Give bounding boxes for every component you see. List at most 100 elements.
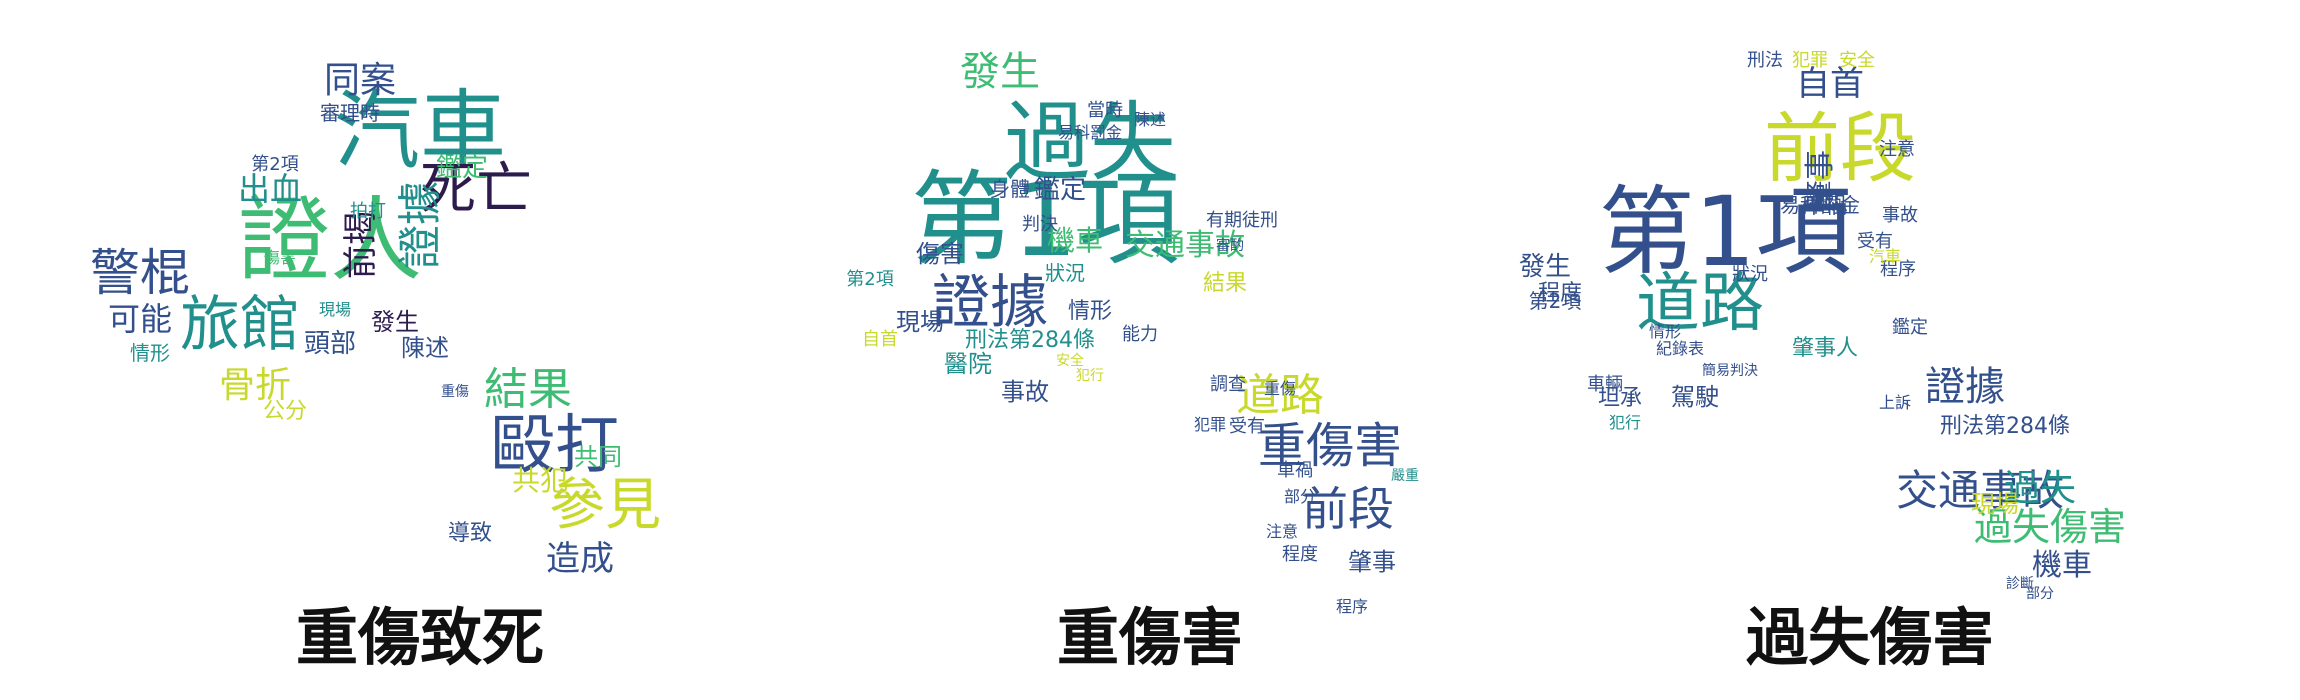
cloud-word: 審理時 <box>320 101 380 125</box>
cloud-word: 現場 <box>896 308 944 336</box>
cloud-word: 結果 <box>484 364 572 415</box>
cloud-word: 醫院 <box>944 350 992 378</box>
caption-severe-injury: 重傷害 <box>1056 601 1243 674</box>
cloud-word: 安全 <box>1839 50 1875 71</box>
cloud-word: 部分 <box>1284 487 1316 506</box>
cloud-word: 紀錄表 <box>1656 339 1704 358</box>
cloud-word: 第2項 <box>1529 289 1582 313</box>
cloud-word: 第2項 <box>846 269 893 290</box>
cloud-word: 過失傷害 <box>1974 505 2126 549</box>
cloud-word: 導致 <box>448 521 492 546</box>
cloud-word: 情形 <box>130 341 170 365</box>
cloud-word: 判決 <box>1022 214 1058 235</box>
cloud-word: 易科罰金 <box>1058 123 1122 142</box>
cloud-word: 程序 <box>1336 597 1368 616</box>
cloud-word: 前段 <box>1764 104 1916 193</box>
cloud-word: 易科罰金 <box>1780 193 1860 217</box>
cloud-word: 拍打 <box>350 201 386 222</box>
cloud-word: 證據 <box>932 268 1048 336</box>
cloud-word: 狀況 <box>1732 264 1768 285</box>
cloud-word: 頭部 <box>304 329 356 359</box>
cloud-word: 第1項 <box>1598 176 1851 288</box>
cloud-word: 鑑定 <box>1034 175 1086 205</box>
cloud-word: 有期徒刑 <box>1206 210 1278 231</box>
cloud-word: 能力 <box>1122 324 1158 345</box>
cloud-word: 上訴 <box>1879 393 1911 412</box>
cloud-word: 肇事 <box>1348 548 1396 576</box>
cloud-word: 陳述 <box>1134 110 1166 129</box>
cloud-word: 程度 <box>1538 281 1582 306</box>
cloud-word: 嚴重 <box>1391 468 1419 484</box>
cloud-word: 程序 <box>1880 259 1916 280</box>
cloud-word: 狀況 <box>1045 261 1085 285</box>
cloud-word: 受有 <box>1857 231 1893 252</box>
cloud-word: 事故 <box>1882 205 1918 226</box>
cloud-word: 審酌 <box>1216 238 1244 254</box>
cloud-word: 同案 <box>324 60 396 101</box>
cloud-word: 機車 <box>2032 548 2092 583</box>
cloud-word: 調查 <box>1210 374 1246 395</box>
cloud-word: 第2項 <box>251 154 298 175</box>
cloud-word: 骨折 <box>219 365 291 406</box>
cloud-word: 坦承 <box>1598 386 1642 411</box>
caption-severe-injury-death: 重傷致死 <box>295 601 544 674</box>
cloud-word: 鑑定 <box>436 153 488 183</box>
cloud-word: 自首 <box>1796 64 1864 104</box>
cloud-word: 過失 <box>1004 93 1176 193</box>
cloud-word: 情形 <box>1649 322 1681 341</box>
cloud-word: 現場 <box>1971 490 2019 518</box>
cloud-word: 汽車 <box>1869 247 1901 266</box>
cloud-word: 簡易判決 <box>1702 363 1758 379</box>
cloud-word: 道路 <box>1636 267 1764 341</box>
cloud-word: 發生 <box>371 308 419 336</box>
cloud-word: 受有 <box>1229 416 1265 437</box>
cloud-word: 犯行 <box>1609 413 1641 432</box>
cloud-word: 情形 <box>1068 299 1112 324</box>
cloud-word: 重傷 <box>1264 379 1296 398</box>
cloud-word: 交通事故 <box>1125 228 1245 263</box>
cloud-word: 公分 <box>263 399 307 424</box>
cloud-word: 車禍 <box>1277 460 1313 481</box>
cloud-word: 證據 <box>1925 364 2005 410</box>
cloud-word: 警棍 <box>90 244 190 302</box>
cloud-word: 犯行 <box>1076 368 1104 384</box>
cloud-word: 肇事人 <box>1792 336 1858 361</box>
cloud-word: 犯罪 <box>1194 415 1226 434</box>
cloud-word: 傷害 <box>916 240 964 268</box>
cloud-word: 陳述 <box>401 334 449 362</box>
cloud-word: 造成 <box>546 539 614 579</box>
cloud-word: 診斷 <box>2006 576 2034 592</box>
cloud-word: 傷害 <box>264 248 296 267</box>
cloud-word: 現場 <box>319 300 351 319</box>
cloud-word: 出血 <box>238 170 302 208</box>
cloud-word: 車輛 <box>1587 374 1623 395</box>
cloud-word: 當時 <box>1087 100 1123 121</box>
cloud-word: 犯罪 <box>1792 50 1828 71</box>
cloud-word: 共同 <box>574 443 622 471</box>
cloud-word: 重傷 <box>441 384 469 400</box>
cloud-word: 鑑定 <box>1892 317 1928 338</box>
cloud-word: 自首 <box>862 329 898 350</box>
cloud-word: 前段 <box>1302 482 1394 536</box>
cloud-word: 車禍 <box>1803 194 1847 219</box>
cloud-word: 事故 <box>1001 378 1049 406</box>
cloud-word: 重傷害 <box>1258 418 1402 474</box>
cloud-word: 刑法 <box>1747 50 1783 71</box>
cloud-word: 毆打 <box>491 409 619 483</box>
cloud-word: 道路 <box>1236 370 1324 421</box>
cloud-word: 刑法第284條 <box>965 328 1095 353</box>
cloud-word: 身體 <box>990 177 1030 201</box>
cloud-word: 交通事故 <box>1896 466 2064 515</box>
cloud-word: 發生 <box>960 49 1040 95</box>
cloud-word: 程度 <box>1282 544 1318 565</box>
caption-negligent-injury: 過失傷害 <box>1745 601 1994 674</box>
cloud-word: 第1項 <box>911 161 1180 280</box>
cloud-word: 前揭 <box>341 211 381 279</box>
cloud-word: 注意 <box>1266 522 1298 541</box>
cloud-word: 共犯 <box>512 464 568 497</box>
cloud-word: 發生 <box>1519 252 1571 282</box>
